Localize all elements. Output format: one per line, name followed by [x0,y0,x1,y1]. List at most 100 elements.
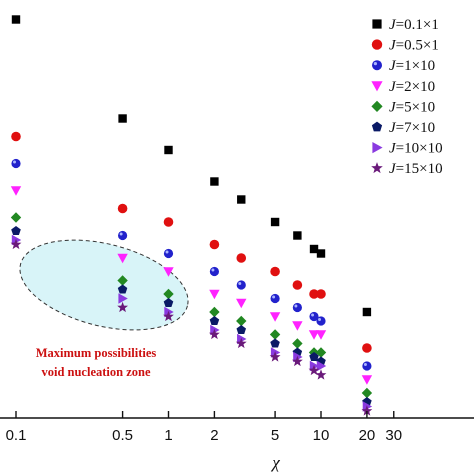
data-point-sphere [316,316,326,326]
legend-item: J=10×10 [372,141,443,157]
legend-item: J=2×10 [371,79,435,95]
data-point-square [164,145,173,155]
data-point-circle [316,289,326,299]
legend-label: J=2×10 [389,79,435,95]
sphere-highlight [211,268,215,272]
data-point-pentagon [236,325,246,334]
data-point-pentagon [270,338,280,348]
data-point-triangle-down [269,312,281,322]
legend-marker-triangle-down [371,81,383,92]
data-point-star [163,310,174,322]
data-point-triangle-right [237,333,247,345]
data-point-pentagon [117,284,128,294]
legend-label: J=1×10 [389,58,435,74]
data-point-star [209,328,220,340]
data-point-circle [163,217,174,227]
data-point-star [269,351,281,362]
sphere-highlight [318,318,321,321]
data-point-star [308,364,320,376]
annotation-line-2: void nucleation zone [41,365,150,379]
data-point-pentagon [209,316,220,325]
legend-marker-sphere [372,60,382,71]
data-point-triangle-right [118,293,128,304]
x-tick-label: 0.1 [6,427,27,444]
data-point-star [117,301,128,313]
data-point-square [309,244,319,254]
data-point-square [270,217,280,227]
data-point-triangle-right [11,234,22,246]
data-point-sphere [11,158,21,169]
x-tick-label: 30 [385,427,402,444]
x-tick-label: 5 [271,427,279,444]
data-point-pentagon [309,352,319,361]
data-point-triangle-down [361,375,373,385]
legend-item: J=0.5×1 [371,38,439,54]
data-point-triangle-right [316,360,327,372]
data-point-diamond [315,347,327,358]
data-point-triangle-right [210,324,220,336]
legend-item: J=5×10 [371,99,435,115]
data-point-triangle-right [362,401,373,412]
data-point-circle [11,131,21,142]
data-point-diamond [269,329,281,340]
legend-label: J=10×10 [389,141,443,157]
data-point-triangle-right [164,306,174,318]
data-point-circle [209,239,220,250]
annotation-line-1: Maximum possibilities [36,346,157,360]
data-point-circle [362,343,372,353]
data-point-diamond [236,315,247,327]
data-point-diamond [117,275,128,286]
legend-item: J=15×10 [371,161,443,177]
data-point-sphere [209,266,220,277]
legend-label: J=0.1×1 [389,17,439,33]
sphere-highlight [272,295,276,299]
series-star [10,238,373,416]
sphere-highlight [294,304,298,308]
data-point-triangle-down [292,321,303,331]
series-triangle-right [11,234,373,412]
legend-item: J=7×10 [371,120,435,136]
data-point-circle [309,289,319,299]
x-tick-label: 10 [313,427,330,444]
data-point-diamond [163,288,174,300]
data-point-square [118,114,127,123]
data-point-circle [236,253,247,263]
legend-marker-star [371,162,383,174]
sphere-highlight [363,363,367,366]
legend-item: J=1×10 [372,58,435,74]
x-tick-label: 0.5 [112,427,133,444]
data-point-circle [270,266,280,277]
sphere-highlight [311,313,315,317]
sphere-highlight [165,250,169,254]
data-point-diamond [292,338,303,349]
x-axis-title: χ [270,453,280,472]
legend-label: J=0.5×1 [389,38,439,54]
data-point-sphere [309,311,319,322]
data-point-sphere [292,302,302,313]
sphere-highlight [373,61,378,66]
data-point-circle [117,203,128,214]
data-point-sphere [117,230,128,241]
legend-label: J=7×10 [389,120,435,136]
data-point-triangle-down [209,289,220,300]
data-point-sphere [236,280,246,290]
data-point-sphere [362,361,372,371]
data-point-triangle-right [309,360,320,372]
nucleation-zone-ellipse [19,239,189,331]
legend-label: J=15×10 [389,161,443,177]
data-point-sphere [163,248,174,259]
data-point-star [292,355,303,367]
sphere-highlight [119,232,123,236]
legend-marker-circle [371,39,383,50]
legend-marker-diamond [371,100,383,112]
legend-marker-triangle-right [372,142,383,154]
data-point-triangle-down [315,330,327,340]
data-point-pentagon [163,298,174,307]
data-point-square [210,177,219,186]
data-point-triangle-down [117,253,128,264]
data-point-circle [292,280,303,290]
data-point-diamond [209,306,220,318]
data-point-star [361,405,373,416]
data-point-pentagon [11,226,21,235]
